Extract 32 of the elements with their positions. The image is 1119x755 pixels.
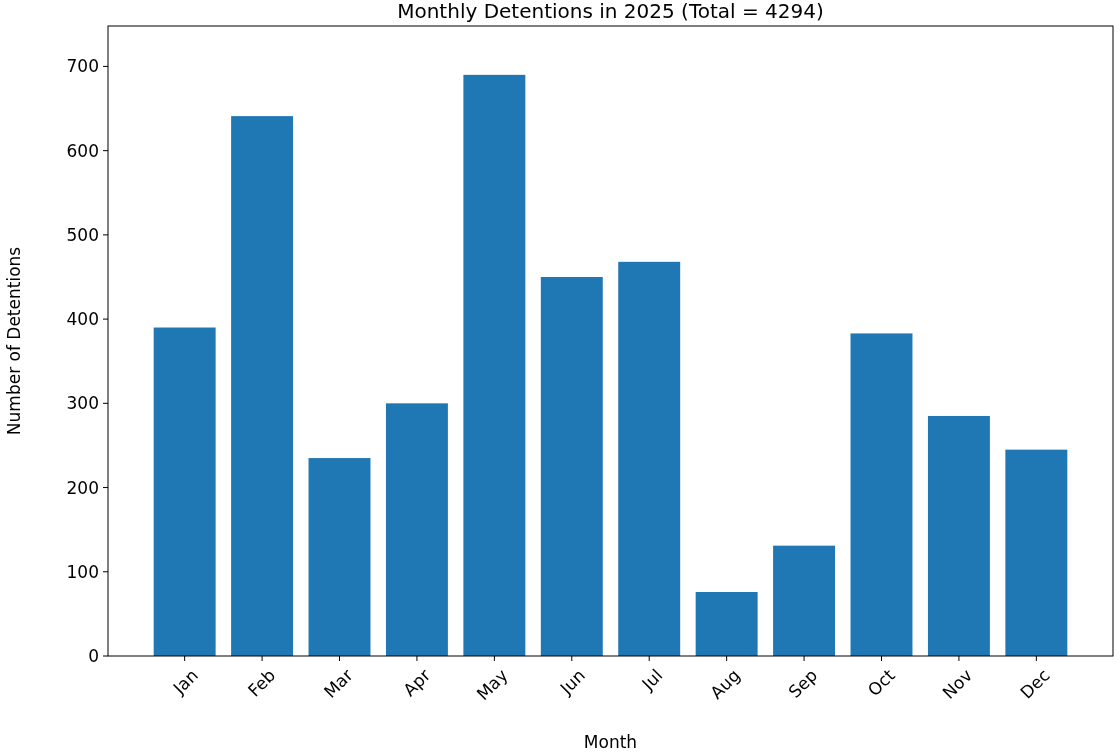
x-tick-label: Mar: [319, 665, 357, 702]
y-tick-label: 700: [66, 56, 99, 77]
chart-title: Monthly Detentions in 2025 (Total = 4294): [397, 0, 824, 23]
y-tick-label: 0: [88, 645, 99, 666]
bar: [463, 74, 526, 656]
bar: [850, 333, 913, 656]
bar: [540, 276, 603, 656]
x-tick-label: Jan: [168, 665, 202, 699]
y-tick-label: 500: [66, 224, 99, 245]
bar: [927, 415, 990, 656]
bar: [153, 327, 216, 656]
y-tick-label: 300: [66, 393, 99, 414]
bar: [231, 116, 294, 656]
x-tick-label: Jun: [555, 665, 590, 699]
bar: [1005, 449, 1068, 656]
x-tick-label: Feb: [243, 665, 280, 701]
x-tick-label: Apr: [399, 665, 435, 701]
x-tick-label: Jul: [637, 665, 667, 695]
x-tick-label: Dec: [1016, 665, 1054, 703]
x-tick-label: Sep: [784, 665, 822, 702]
bar: [618, 261, 681, 656]
y-tick-label: 200: [66, 477, 99, 498]
bar: [773, 545, 836, 656]
y-tick-label: 400: [66, 309, 99, 330]
x-tick-label: Oct: [863, 664, 899, 701]
bar: [308, 458, 371, 656]
y-tick-label: 600: [66, 140, 99, 161]
bar: [695, 591, 758, 656]
y-tick-label: 100: [66, 561, 99, 582]
y-axis-title: Number of Detentions: [4, 246, 24, 436]
bar: [385, 403, 448, 656]
x-axis-title: Month: [583, 732, 638, 752]
